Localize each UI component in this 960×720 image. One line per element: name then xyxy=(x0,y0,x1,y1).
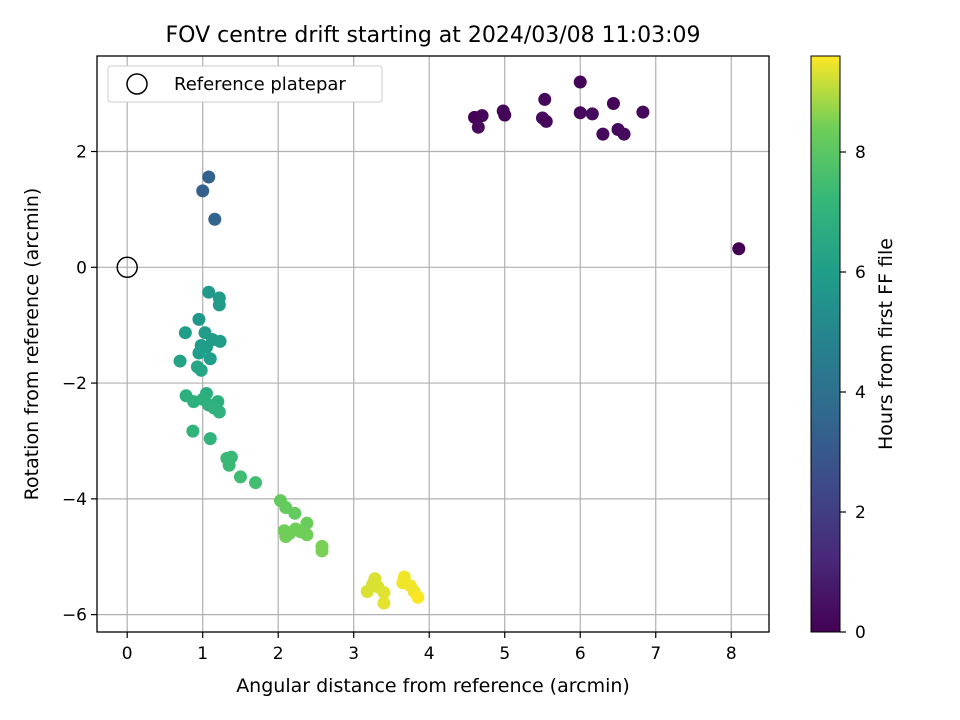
data-point xyxy=(202,170,216,184)
y-tick-label: 0 xyxy=(76,258,87,278)
legend-box xyxy=(107,65,383,103)
x-tick-label: 1 xyxy=(197,644,208,664)
data-point xyxy=(222,458,236,472)
colorbar xyxy=(810,55,841,633)
data-point xyxy=(212,405,226,419)
colorbar-tick-label: 6 xyxy=(855,263,866,283)
data-point xyxy=(617,127,631,141)
data-points xyxy=(173,75,746,610)
data-point xyxy=(202,285,216,299)
data-point xyxy=(377,586,391,600)
x-tick-label: 7 xyxy=(650,644,661,664)
data-point xyxy=(194,363,208,377)
data-point xyxy=(233,470,247,484)
data-point xyxy=(538,92,552,106)
data-point xyxy=(315,544,329,558)
y-tick-label: −2 xyxy=(62,374,87,394)
data-point xyxy=(203,352,217,366)
x-tick-label: 3 xyxy=(348,644,359,664)
x-axis-ticks: 0 1 2 3 4 5 6 7 8 xyxy=(122,632,737,664)
x-tick-label: 6 xyxy=(575,644,586,664)
data-point xyxy=(208,212,222,226)
chart-title: FOV centre drift starting at 2024/03/08 … xyxy=(166,23,701,48)
y-axis-ticks: −6 −4 −2 0 2 xyxy=(62,143,97,626)
data-point xyxy=(192,312,206,326)
data-point xyxy=(498,108,512,122)
colorbar-label: Hours from first FF file xyxy=(875,238,897,450)
data-point xyxy=(186,424,200,438)
data-point xyxy=(573,75,587,89)
data-point xyxy=(732,242,746,256)
data-point xyxy=(539,114,553,128)
x-axis-label: Angular distance from reference (arcmin) xyxy=(236,675,630,697)
data-point xyxy=(471,120,485,134)
y-tick-label: −6 xyxy=(62,606,87,626)
data-point xyxy=(573,106,587,120)
data-point xyxy=(475,109,489,123)
colorbar-ticks: 0 2 4 6 8 xyxy=(840,143,866,643)
data-point xyxy=(213,334,227,348)
data-point xyxy=(606,96,620,110)
data-point xyxy=(173,354,187,368)
y-tick-label: −4 xyxy=(62,490,87,510)
data-point xyxy=(249,476,263,490)
data-point xyxy=(636,105,650,119)
data-point xyxy=(585,107,599,121)
data-point xyxy=(411,590,425,604)
colorbar-tick-label: 0 xyxy=(855,623,866,643)
data-point xyxy=(360,584,374,598)
plot-frame xyxy=(96,55,770,633)
data-point xyxy=(192,346,206,360)
data-point xyxy=(300,528,314,542)
data-point xyxy=(196,184,210,198)
x-tick-label: 5 xyxy=(499,644,510,664)
legend-marker-reference xyxy=(126,73,148,95)
colorbar-tick-label: 8 xyxy=(855,143,866,163)
data-point xyxy=(279,529,293,543)
data-point xyxy=(212,298,226,312)
data-point xyxy=(377,596,391,610)
x-tick-label: 0 xyxy=(122,644,133,664)
colorbar-tick-label: 2 xyxy=(855,503,866,523)
data-point xyxy=(288,506,302,520)
y-axis-label: Rotation from reference (arcmin) xyxy=(21,188,43,501)
grid xyxy=(97,56,769,632)
reference-layer xyxy=(116,256,138,279)
y-tick-label: 2 xyxy=(76,143,87,163)
x-tick-label: 2 xyxy=(273,644,284,664)
colorbar-tick-label: 4 xyxy=(855,383,866,403)
data-point xyxy=(596,127,610,141)
legend: Reference platepar xyxy=(107,65,383,103)
data-point xyxy=(178,326,192,340)
data-point xyxy=(203,432,217,446)
x-tick-label: 4 xyxy=(424,644,435,664)
x-tick-label: 8 xyxy=(726,644,737,664)
legend-label-reference: Reference platepar xyxy=(174,74,346,95)
reference-platepar-marker xyxy=(116,256,138,279)
